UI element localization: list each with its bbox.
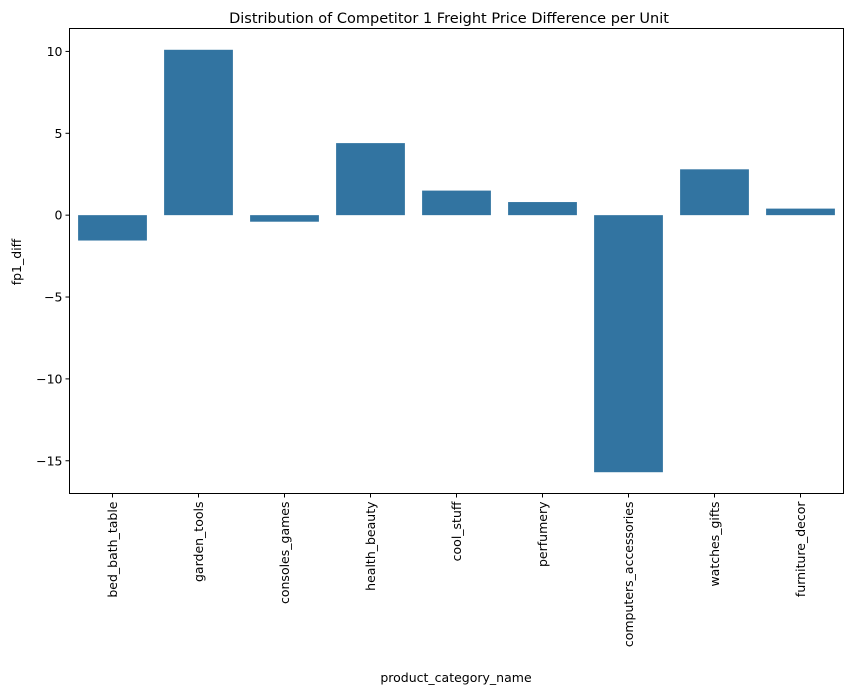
- y-axis: 10 5 0 −5 −10 −15: [36, 44, 70, 468]
- y-tick-label: −10: [36, 371, 62, 386]
- y-tick-label: −5: [44, 290, 62, 305]
- bar-perfumery: [508, 202, 577, 216]
- x-tick-label: furniture_decor: [793, 501, 808, 597]
- plot-frame: [69, 28, 844, 494]
- x-tick-label: health_beauty: [363, 501, 378, 591]
- bar-bed_bath_table: [78, 215, 147, 241]
- x-tick-label: computers_accessories: [621, 502, 636, 648]
- x-tick-label: garden_tools: [191, 502, 206, 583]
- x-tick-label: perfumery: [535, 501, 550, 567]
- y-tick-label: 10: [47, 44, 63, 59]
- bar-watches_gifts: [680, 169, 749, 216]
- x-axis: bed_bath_table garden_tools consoles_games…: [105, 493, 808, 648]
- bars-group: [78, 49, 835, 473]
- x-tick-label: watches_gifts: [707, 502, 722, 587]
- bar-computers_accessories: [594, 215, 663, 473]
- bar-health_beauty: [336, 143, 405, 216]
- x-tick-label: cool_stuff: [449, 501, 464, 561]
- x-tick-label: consoles_games: [277, 502, 292, 605]
- chart-title: Distribution of Competitor 1 Freight Pri…: [229, 11, 669, 27]
- bar-consoles_games: [250, 215, 319, 222]
- y-axis-label: fp1_diff: [9, 238, 24, 285]
- x-tick-label: bed_bath_table: [105, 501, 120, 597]
- y-tick-label: 0: [55, 208, 63, 223]
- x-axis-label: product_category_name: [380, 670, 532, 685]
- bar-cool_stuff: [422, 190, 491, 216]
- bar-furniture_decor: [766, 208, 835, 216]
- y-tick-label: −15: [36, 453, 62, 468]
- bar-garden_tools: [164, 49, 233, 216]
- y-tick-label: 5: [55, 126, 63, 141]
